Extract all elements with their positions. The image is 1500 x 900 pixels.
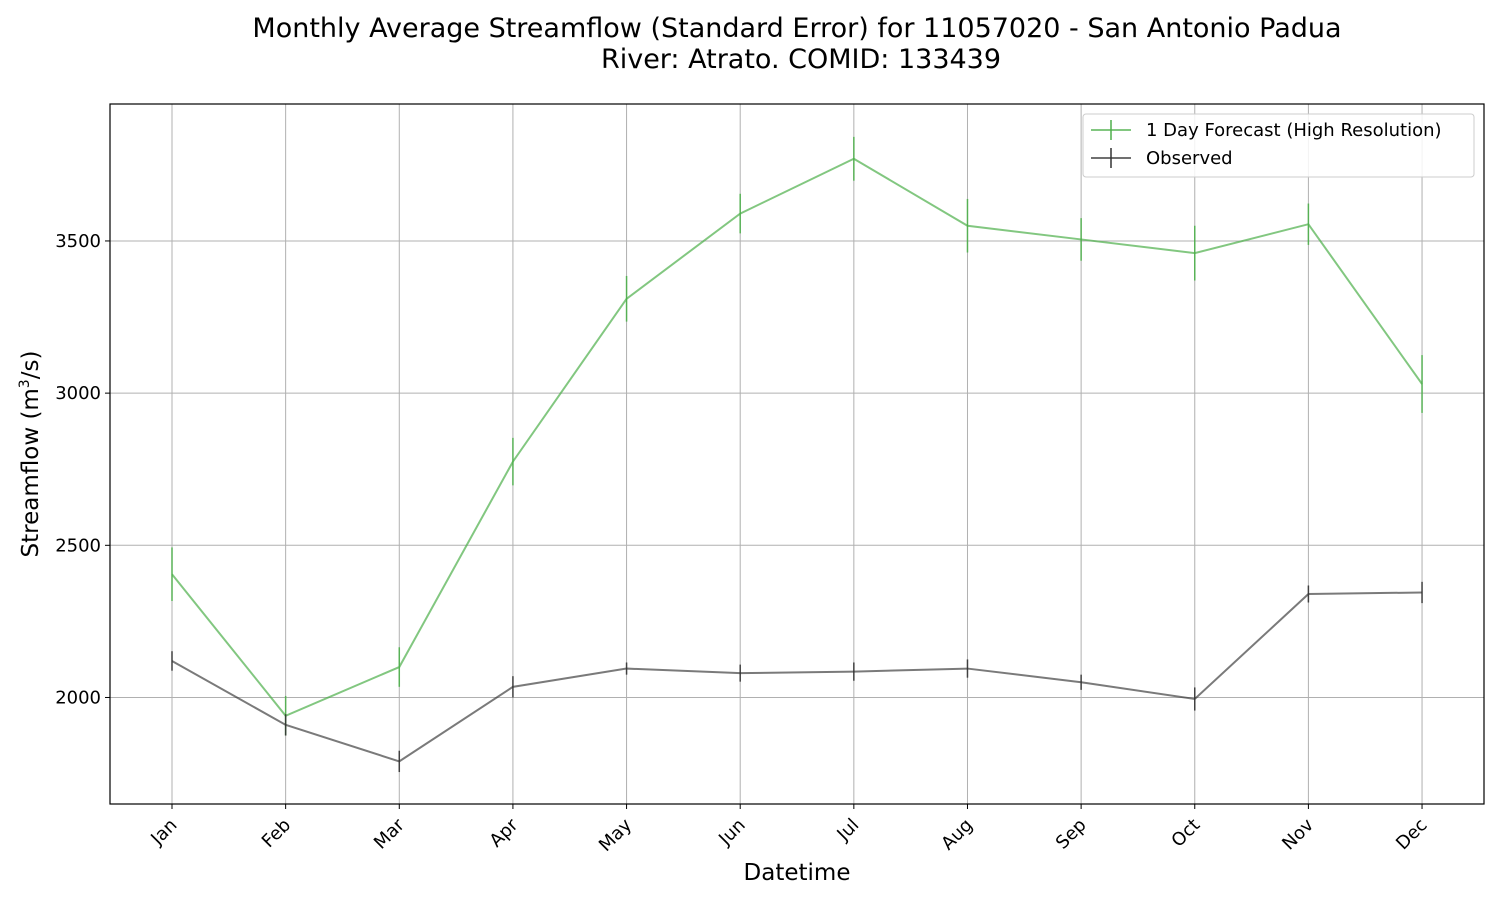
y-tick-label: 3500 <box>55 231 101 252</box>
legend-box <box>1082 113 1475 178</box>
chart-title-line2: River: Atrato. COMID: 133439 <box>601 44 1001 75</box>
x-tick-label: May <box>595 814 636 855</box>
series-observed <box>171 581 1423 773</box>
y-axis-label-sup: 3 <box>17 379 33 388</box>
x-tick-label: Mar <box>370 814 409 853</box>
y-axis-label-end: /s) <box>18 351 44 380</box>
x-tick-label: Oct <box>1167 815 1204 852</box>
x-tick-label: Nov <box>1278 814 1318 854</box>
y-axis-label-main: Streamflow (m <box>18 388 44 557</box>
series-forecast <box>171 136 1423 736</box>
x-ticks: Jan Feb Mar Apr May Jun Jul Aug Sep Oct Nov Dec <box>146 804 1432 856</box>
x-tick-label: Dec <box>1392 815 1431 854</box>
x-tick-label: Jul <box>832 815 863 846</box>
grid <box>110 104 1484 804</box>
x-tick-label: Jan <box>146 815 181 850</box>
series-line-forecast <box>171 157 1423 717</box>
x-axis-label: Datetime <box>744 860 851 886</box>
x-tick-label: Jun <box>714 815 749 850</box>
x-tick-label: Sep <box>1052 815 1091 854</box>
y-ticks: 2000 2500 3000 3500 <box>55 231 110 708</box>
x-tick-label: Feb <box>258 815 295 852</box>
plot-frame <box>109 103 1485 805</box>
legend-label-observed: Observed <box>1146 148 1233 169</box>
chart-title-line1: Monthly Average Streamflow (Standard Err… <box>252 13 1341 44</box>
y-tick-label: 3000 <box>55 383 101 404</box>
series-line-observed <box>171 591 1423 763</box>
legend: 1 Day Forecast (High Resolution) Observed <box>1082 113 1475 178</box>
y-axis-label: Streamflow (m3/s) <box>17 351 44 558</box>
y-tick-label: 2000 <box>55 687 101 708</box>
legend-label-forecast: 1 Day Forecast (High Resolution) <box>1146 120 1442 141</box>
y-tick-label: 2500 <box>55 535 101 556</box>
x-tick-label: Apr <box>486 814 523 851</box>
series-layer <box>171 136 1423 773</box>
x-tick-label: Aug <box>937 815 977 855</box>
